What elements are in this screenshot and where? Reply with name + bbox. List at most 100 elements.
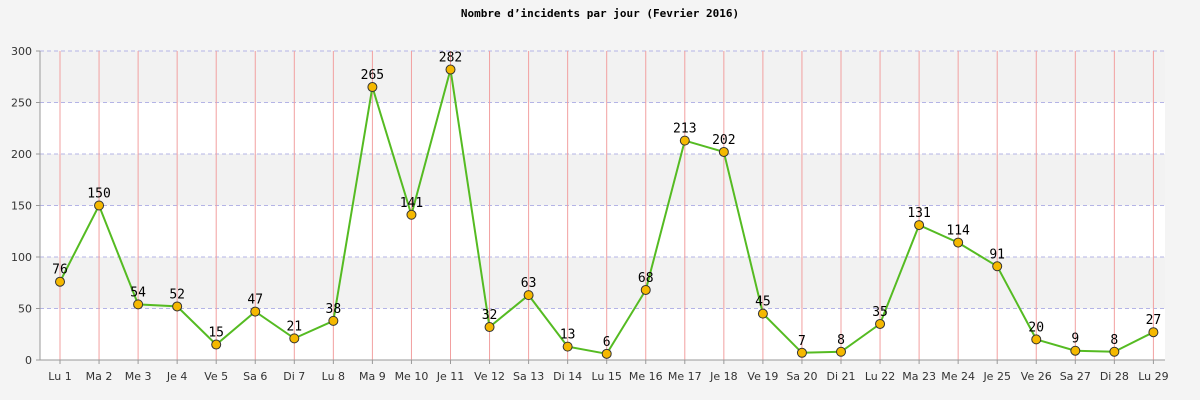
- data-label: 9: [1071, 332, 1079, 347]
- data-labels: 76 150 54 52 15 47 21 38 265 141 282 32 63 13 6 68 213 20…: [52, 51, 1161, 350]
- data-point: [211, 339, 222, 350]
- x-tick-label: Di 21: [826, 370, 855, 383]
- data-label: 47: [247, 293, 263, 308]
- data-label: 141: [400, 196, 423, 211]
- data-label: 131: [907, 206, 930, 221]
- y-tick-label: 50: [18, 303, 32, 316]
- x-tick-label: Lu 15: [591, 370, 621, 383]
- data-label: 76: [52, 263, 68, 278]
- y-tick-label: 0: [25, 354, 32, 367]
- x-tick-label: Lu 29: [1138, 370, 1168, 383]
- data-label: 54: [130, 285, 146, 300]
- horizontal-gridlines: [40, 50, 1165, 309]
- data-point: [289, 333, 300, 344]
- data-point: [679, 135, 690, 146]
- data-point: [601, 348, 612, 359]
- x-tick-label: Ma 2: [86, 370, 113, 383]
- data-point: [562, 341, 573, 352]
- plot-bands: [40, 51, 1165, 360]
- data-label: 27: [1146, 313, 1162, 328]
- data-label: 38: [326, 302, 342, 317]
- data-point: [367, 82, 378, 93]
- x-tick-label: Ve 5: [204, 370, 228, 383]
- data-point: [1109, 346, 1120, 357]
- data-point: [1148, 327, 1159, 338]
- data-point: [992, 261, 1003, 272]
- data-label: 8: [1110, 333, 1118, 348]
- data-point: [523, 290, 534, 301]
- x-tick-label: Di 14: [553, 370, 582, 383]
- x-tick-label: Me 10: [395, 370, 429, 383]
- data-label: 6: [603, 335, 611, 350]
- x-tick-label: Ve 12: [474, 370, 505, 383]
- data-label: 7: [798, 334, 806, 349]
- data-point: [1070, 345, 1081, 356]
- data-label: 13: [560, 328, 576, 343]
- data-point: [55, 276, 65, 287]
- chart-title: Nombre d’incidents par jour (Fevrier 201…: [461, 7, 739, 20]
- x-tick-labels: Lu 1 Ma 2 Me 3 Je 4 Ve 5 Sa 6 Di 7 Lu 8 Ma 9 Me 1…: [48, 360, 1169, 383]
- data-point: [94, 200, 105, 211]
- data-label: 282: [439, 51, 462, 66]
- data-point: [757, 308, 768, 319]
- data-point: [133, 299, 144, 310]
- x-tick-label: Me 24: [941, 370, 975, 383]
- x-tick-label: Je 25: [982, 370, 1011, 383]
- x-tick-label: Je 18: [709, 370, 738, 383]
- data-label: 32: [482, 308, 498, 323]
- data-point: [953, 237, 964, 248]
- x-tick-label: Me 3: [125, 370, 152, 383]
- data-label: 45: [755, 295, 771, 310]
- x-tick-label: Lu 1: [48, 370, 71, 383]
- data-label: 68: [638, 271, 654, 286]
- data-label: 52: [169, 287, 185, 302]
- data-point: [484, 322, 495, 333]
- x-tick-label: Ma 9: [359, 370, 386, 383]
- data-point: [1031, 334, 1042, 345]
- data-label: 150: [87, 187, 110, 202]
- x-tick-label: Sa 27: [1060, 370, 1091, 383]
- data-point: [875, 318, 886, 329]
- data-label: 91: [989, 247, 1005, 262]
- data-label: 21: [286, 319, 302, 334]
- y-tick-label: 200: [11, 148, 32, 161]
- data-point: [796, 347, 807, 358]
- plot-band: [40, 205, 1165, 257]
- data-label: 202: [712, 133, 735, 148]
- data-points: [55, 64, 1159, 359]
- y-tick-label: 100: [11, 251, 32, 264]
- data-point: [445, 64, 456, 75]
- data-point: [836, 346, 846, 357]
- x-tick-label: Lu 8: [322, 370, 345, 383]
- data-label: 15: [208, 326, 224, 341]
- data-point: [718, 146, 729, 157]
- data-point: [406, 209, 417, 220]
- x-tick-label: Di 7: [283, 370, 305, 383]
- data-label: 63: [521, 276, 537, 291]
- y-tick-label: 250: [11, 97, 32, 110]
- x-tick-label: Ma 23: [902, 370, 936, 383]
- x-tick-label: Ve 26: [1021, 370, 1052, 383]
- plot-band: [40, 257, 1165, 309]
- plot-band: [40, 154, 1165, 206]
- x-tick-label: Lu 22: [865, 370, 895, 383]
- plot-band: [40, 102, 1165, 154]
- y-tick-label: 300: [11, 45, 32, 58]
- data-label: 35: [872, 305, 888, 320]
- data-label: 265: [361, 68, 384, 83]
- x-tick-label: Je 4: [166, 370, 188, 383]
- data-point: [172, 301, 183, 312]
- data-label: 114: [946, 224, 970, 239]
- x-tick-label: Sa 20: [786, 370, 817, 383]
- x-tick-label: Sa 13: [513, 370, 544, 383]
- y-tick-label: 150: [11, 200, 32, 213]
- data-label: 20: [1028, 320, 1044, 335]
- x-tick-label: Me 16: [629, 370, 663, 383]
- x-tick-label: Sa 6: [243, 370, 267, 383]
- data-point: [250, 306, 261, 317]
- data-label: 8: [837, 333, 845, 348]
- x-tick-label: Di 28: [1100, 370, 1129, 383]
- x-tick-label: Je 11: [436, 370, 465, 383]
- data-point: [914, 220, 925, 231]
